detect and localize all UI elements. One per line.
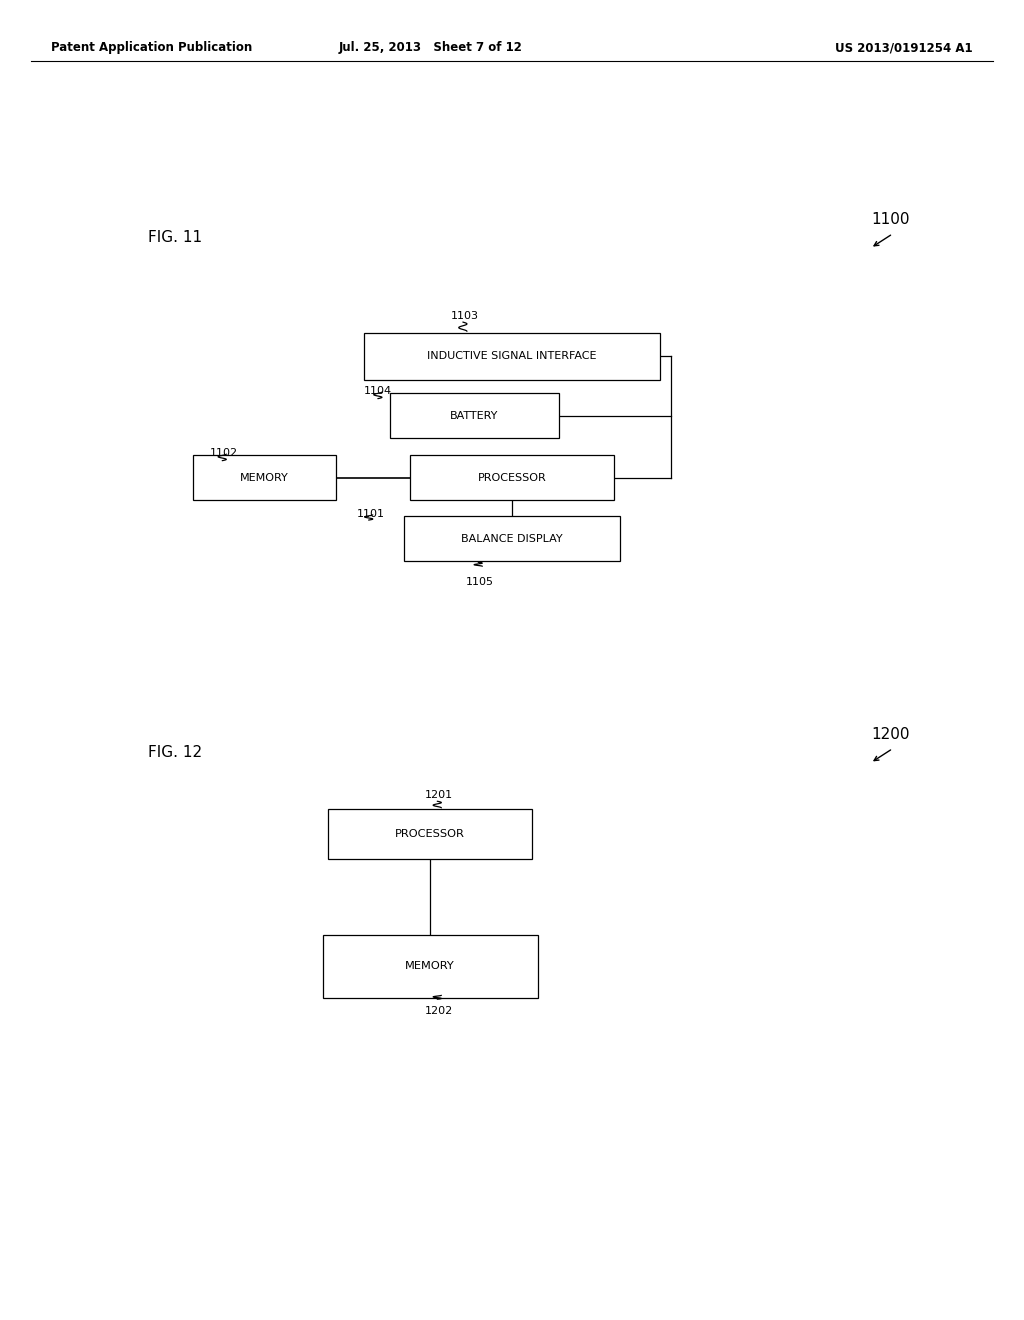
Text: 1101: 1101 [356,508,384,519]
Text: 1201: 1201 [425,789,453,800]
Bar [410,455,614,500]
Text: 1202: 1202 [425,1006,454,1016]
Text: 1200: 1200 [871,727,910,742]
Text: MEMORY: MEMORY [240,473,289,483]
Text: MEMORY: MEMORY [406,961,455,972]
Text: INDUCTIVE SIGNAL INTERFACE: INDUCTIVE SIGNAL INTERFACE [427,351,597,362]
Text: PROCESSOR: PROCESSOR [477,473,547,483]
Bar [193,455,336,500]
Bar [404,516,620,561]
Text: 1104: 1104 [364,385,391,396]
Text: 1103: 1103 [451,310,478,321]
Text: Patent Application Publication: Patent Application Publication [51,41,253,54]
Text: US 2013/0191254 A1: US 2013/0191254 A1 [836,41,973,54]
Text: BALANCE DISPLAY: BALANCE DISPLAY [461,533,563,544]
Text: 1100: 1100 [871,213,910,227]
Text: 1105: 1105 [466,577,494,587]
Text: FIG. 11: FIG. 11 [148,230,203,246]
Text: FIG. 12: FIG. 12 [148,744,203,760]
Text: BATTERY: BATTERY [450,411,499,421]
Bar [323,935,538,998]
Bar [328,809,532,859]
Bar [364,333,660,380]
Text: PROCESSOR: PROCESSOR [395,829,465,840]
Text: 1102: 1102 [210,447,238,458]
Bar [389,393,559,438]
Text: Jul. 25, 2013   Sheet 7 of 12: Jul. 25, 2013 Sheet 7 of 12 [338,41,522,54]
